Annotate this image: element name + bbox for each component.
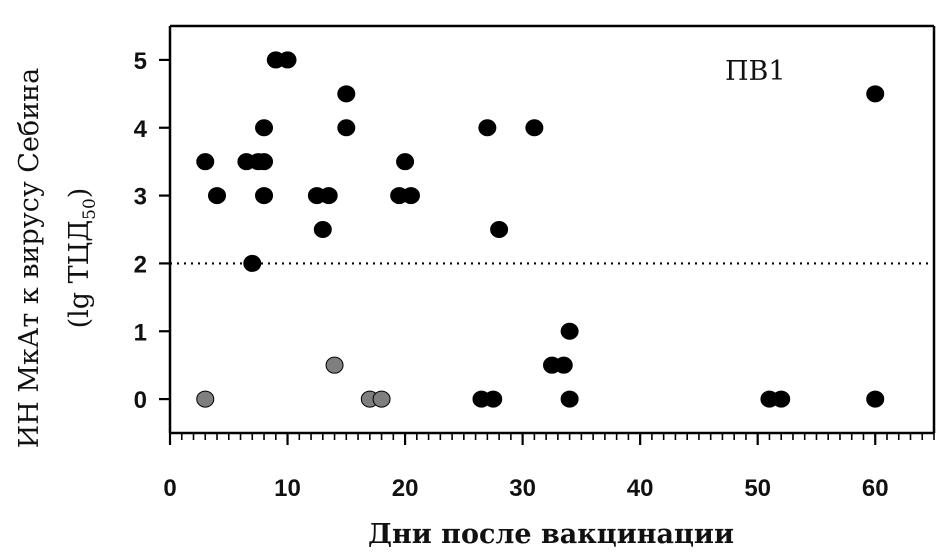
- black-data-point: [278, 51, 297, 69]
- y-axis-sublabel-close: ): [64, 188, 95, 199]
- x-tick-label: 20: [392, 475, 419, 502]
- y-tick-label: 1: [134, 319, 147, 346]
- black-data-point: [243, 254, 262, 272]
- y-tick-label: 2: [134, 251, 147, 278]
- y-axis-sublabel-subscript: 50: [80, 198, 100, 220]
- black-data-point: [560, 390, 579, 408]
- black-data-point: [313, 221, 332, 238]
- black-data-point: [401, 187, 420, 205]
- black-data-point: [337, 85, 356, 103]
- x-axis-label: Дни после вакцинации: [368, 519, 734, 550]
- black-data-point: [490, 221, 509, 238]
- y-tick-label: 5: [134, 48, 147, 75]
- y-axis-sublabel: (lg ТЦД50): [64, 188, 100, 329]
- black-data-point: [554, 356, 573, 374]
- data-points: [196, 51, 885, 408]
- x-tick-label: 10: [274, 475, 301, 502]
- x-tick-label: 0: [163, 475, 176, 502]
- y-tick-label: 0: [134, 387, 147, 414]
- black-data-point: [478, 119, 497, 137]
- black-data-point: [255, 187, 274, 205]
- gray-data-point: [372, 390, 391, 408]
- x-tick-label: 30: [509, 475, 536, 502]
- y-axis-sublabel-main: (lg ТЦД: [64, 220, 95, 329]
- x-tick-label: 60: [862, 475, 889, 502]
- black-data-point: [255, 153, 274, 171]
- gray-data-point: [325, 356, 344, 374]
- black-data-point: [772, 390, 791, 408]
- y-axis-label: ИН МкАт к вирусу Себина: [14, 68, 45, 449]
- y-tick-label: 4: [134, 116, 148, 143]
- black-data-point: [484, 390, 503, 408]
- black-data-point: [208, 187, 227, 205]
- black-data-point: [337, 119, 356, 137]
- black-data-point: [319, 187, 338, 205]
- y-tick-label: 3: [134, 184, 147, 211]
- black-data-point: [196, 153, 215, 171]
- black-data-point: [866, 390, 885, 408]
- black-data-point: [396, 153, 415, 171]
- black-data-point: [560, 322, 579, 340]
- axes: 0 10 20 30 40 50 60 0 1 2 3 4 5: [134, 24, 936, 502]
- gray-data-point: [196, 390, 215, 408]
- series-annotation: ПВ1: [725, 56, 786, 87]
- black-data-point: [866, 85, 885, 103]
- black-data-point: [525, 119, 544, 137]
- black-data-point: [255, 119, 274, 137]
- x-tick-label: 40: [627, 475, 654, 502]
- x-tick-label: 50: [744, 475, 771, 502]
